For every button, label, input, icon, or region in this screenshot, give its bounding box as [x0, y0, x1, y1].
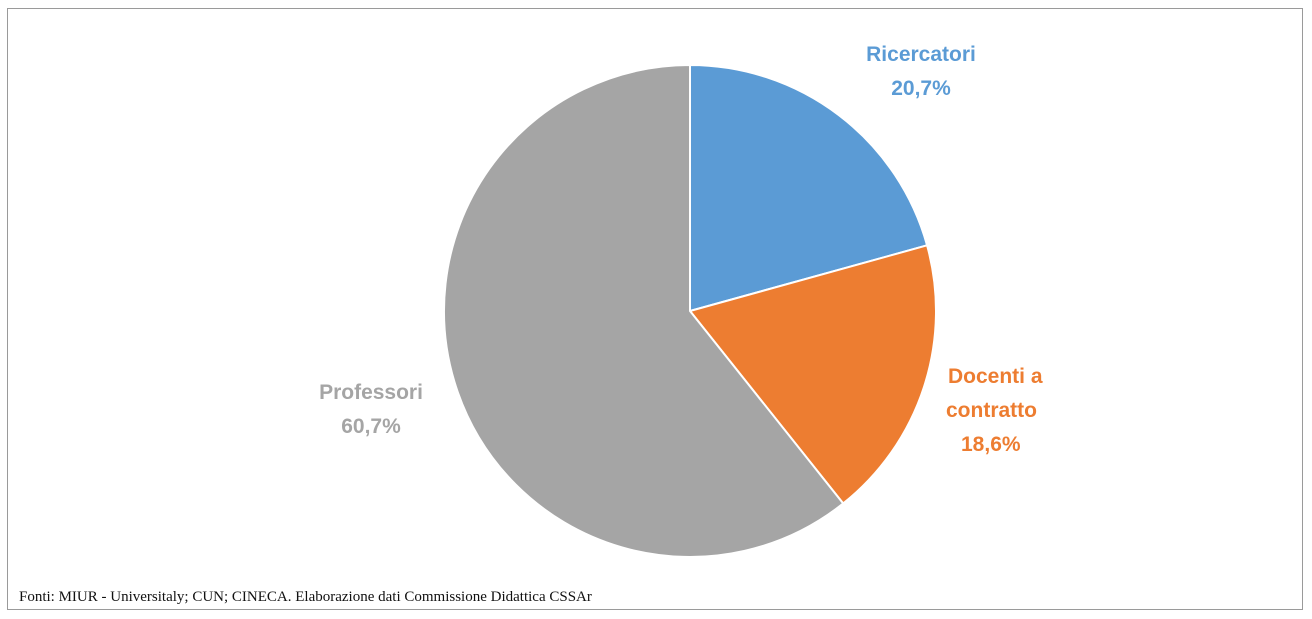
data-label-value: 60,7%: [341, 415, 401, 438]
data-label-value: 18,6%: [961, 433, 1021, 456]
pie-slice-professori: [443, 63, 845, 558]
data-label-value: 20,7%: [891, 77, 951, 100]
data-label-category: Docenti a: [948, 365, 1043, 388]
data-label-category: contratto: [946, 399, 1037, 422]
chart-frame: Ricercatori 20,7% Docenti a contratto 18,6% P…: [7, 8, 1303, 610]
pie-chart: Ricercatori 20,7% Docenti a contratto 18,6% P…: [319, 43, 1043, 558]
pie-slice-ricercatori: [689, 63, 929, 313]
data-label-category: Professori: [319, 381, 423, 404]
source-note: Fonti: MIUR - Universitaly; CUN; CINECA.…: [19, 589, 592, 605]
pie-slice-docenti-a-contratto: [688, 244, 937, 505]
data-label-category: Ricercatori: [866, 43, 976, 66]
